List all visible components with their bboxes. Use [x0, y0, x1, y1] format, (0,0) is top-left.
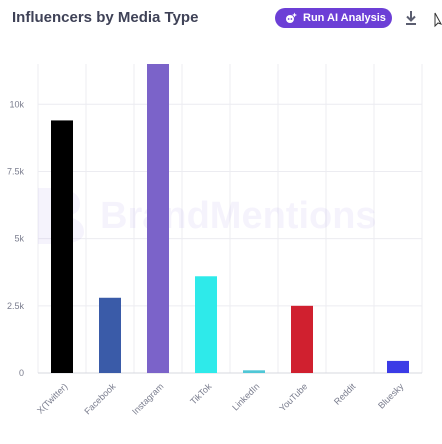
y-axis: 0 2.5k 5k 7.5k 10k — [7, 99, 25, 378]
bar-instagram[interactable] — [147, 64, 169, 373]
x-tick-label: TikTok — [188, 381, 214, 407]
y-tick-label: 10k — [9, 99, 24, 109]
watermark: BrandMentions — [38, 188, 377, 244]
watermark-text: BrandMentions — [100, 195, 377, 237]
x-tick-label: Reddit — [332, 381, 358, 407]
x-tick-label: Instagram — [130, 381, 165, 416]
chart-title: Influencers by Media Type — [12, 9, 199, 26]
x-axis: X(Twitter) Facebook Instagram TikTok LinkedI… — [35, 381, 406, 417]
bar-youtube[interactable] — [291, 305, 313, 373]
x-tick-label: Facebook — [82, 381, 117, 416]
mouse-cursor-icon — [434, 12, 442, 30]
x-tick-label: X(Twitter) — [35, 381, 69, 415]
run-ai-analysis-label: Run AI Analysis — [303, 12, 386, 24]
bar-facebook[interactable] — [99, 297, 121, 373]
y-tick-label: 0 — [19, 368, 24, 378]
x-tick-label: Bluesky — [376, 381, 406, 411]
download-icon[interactable] — [403, 9, 419, 27]
x-tick-label: YouTube — [277, 381, 309, 413]
card-header: Influencers by Media Type Run AI Analysi… — [0, 0, 442, 38]
run-ai-analysis-button[interactable]: Run AI Analysis — [275, 8, 392, 28]
chart-area: BrandMentions 0 2.5k 5k 7.5k 10k X(Twitter) F… — [0, 38, 442, 444]
bar-tiktok[interactable] — [195, 276, 217, 373]
x-tick-label: LinkedIn — [230, 381, 261, 412]
bar-chart: BrandMentions 0 2.5k 5k 7.5k 10k X(Twitter) F… — [7, 64, 423, 417]
y-tick-label: 5k — [14, 234, 24, 244]
bar-x-twitter[interactable] — [51, 120, 73, 373]
bar-linkedin[interactable] — [243, 370, 265, 373]
y-tick-label: 2.5k — [7, 301, 25, 311]
bar-bluesky[interactable] — [387, 360, 409, 373]
y-tick-label: 7.5k — [7, 166, 25, 176]
bars — [51, 64, 409, 373]
sparkle-bot-icon — [285, 12, 297, 24]
